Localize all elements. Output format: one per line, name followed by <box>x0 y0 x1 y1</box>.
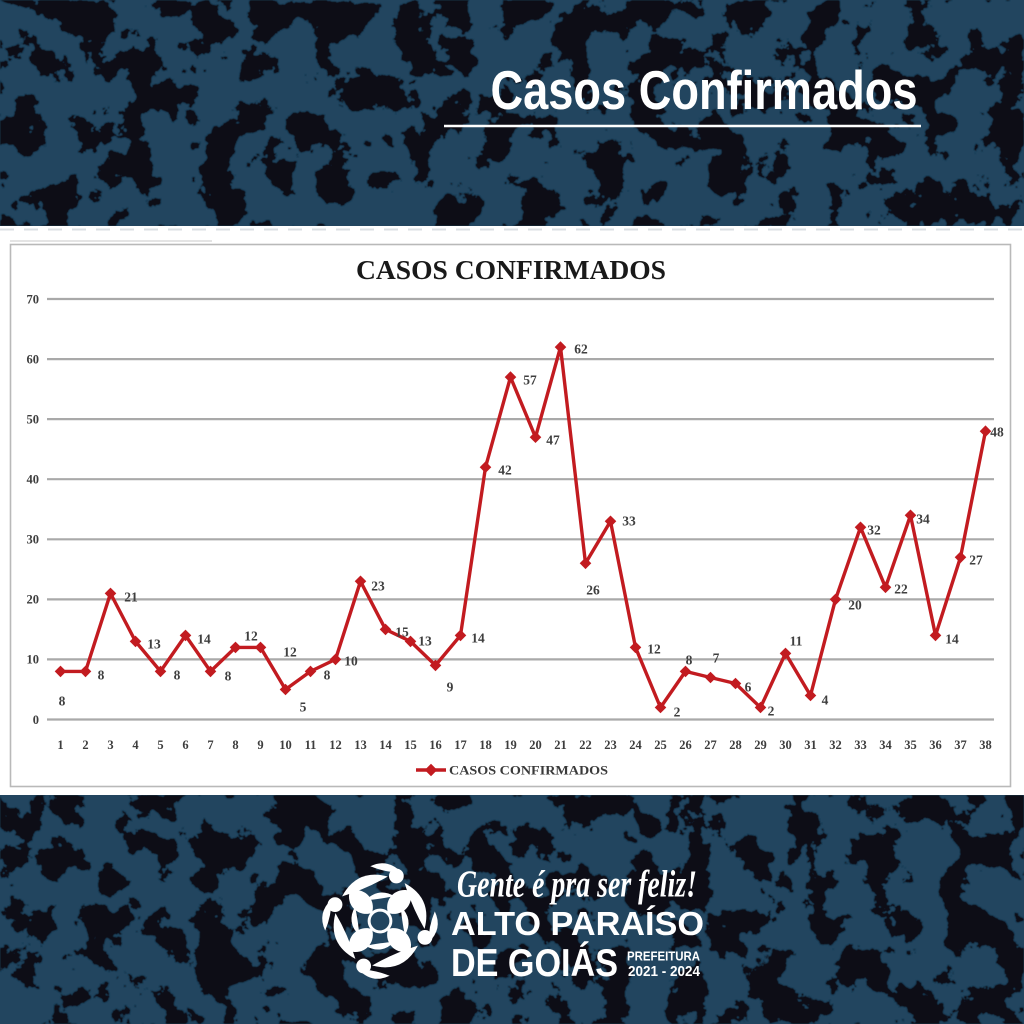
svg-text:21: 21 <box>554 738 567 752</box>
svg-text:33: 33 <box>622 514 636 529</box>
svg-text:11: 11 <box>305 738 317 752</box>
svg-text:Gente é pra ser feliz!: Gente é pra ser feliz! <box>457 864 697 906</box>
svg-text:6: 6 <box>182 738 188 752</box>
svg-text:4: 4 <box>132 738 139 752</box>
svg-text:9: 9 <box>447 680 454 695</box>
svg-text:5: 5 <box>300 700 307 715</box>
svg-text:34: 34 <box>916 512 930 527</box>
svg-text:30: 30 <box>27 533 40 547</box>
svg-text:7: 7 <box>207 738 213 752</box>
svg-text:70: 70 <box>27 292 40 306</box>
svg-text:26: 26 <box>586 583 600 598</box>
svg-text:14: 14 <box>471 631 485 646</box>
svg-text:ALTO PARAÍSO: ALTO PARAÍSO <box>451 905 704 942</box>
svg-text:27: 27 <box>704 738 717 752</box>
svg-text:48: 48 <box>990 425 1004 440</box>
svg-text:37: 37 <box>954 738 967 752</box>
svg-text:26: 26 <box>679 738 692 752</box>
svg-text:25: 25 <box>654 738 667 752</box>
svg-text:20: 20 <box>848 598 862 613</box>
svg-text:12: 12 <box>647 642 661 657</box>
svg-text:36: 36 <box>929 738 942 752</box>
svg-text:0: 0 <box>33 713 39 727</box>
svg-text:1: 1 <box>57 738 63 752</box>
svg-text:5: 5 <box>157 738 163 752</box>
svg-text:13: 13 <box>147 637 161 652</box>
svg-text:10: 10 <box>279 738 292 752</box>
svg-text:13: 13 <box>418 634 432 649</box>
svg-text:3: 3 <box>107 738 113 752</box>
svg-text:57: 57 <box>523 373 537 388</box>
svg-text:23: 23 <box>604 738 617 752</box>
svg-text:8: 8 <box>232 738 238 752</box>
svg-text:27: 27 <box>969 553 983 568</box>
svg-text:50: 50 <box>27 412 40 426</box>
svg-text:8: 8 <box>324 668 331 683</box>
svg-text:13: 13 <box>354 738 367 752</box>
svg-text:DE GOIÁS: DE GOIÁS <box>451 941 618 985</box>
svg-text:16: 16 <box>429 738 442 752</box>
svg-text:12: 12 <box>329 738 342 752</box>
svg-text:32: 32 <box>867 523 881 538</box>
svg-text:35: 35 <box>904 738 917 752</box>
svg-text:10: 10 <box>344 654 358 669</box>
svg-text:32: 32 <box>829 738 842 752</box>
svg-text:10: 10 <box>27 653 40 667</box>
svg-text:7: 7 <box>713 651 720 666</box>
svg-text:47: 47 <box>546 433 560 448</box>
svg-text:17: 17 <box>454 738 467 752</box>
svg-text:CASOS CONFIRMADOS: CASOS CONFIRMADOS <box>449 763 608 777</box>
svg-text:20: 20 <box>27 593 40 607</box>
svg-text:14: 14 <box>379 738 392 752</box>
svg-text:28: 28 <box>729 738 742 752</box>
svg-text:2: 2 <box>768 704 775 719</box>
svg-text:12: 12 <box>244 629 258 644</box>
svg-text:8: 8 <box>98 668 105 683</box>
svg-text:22: 22 <box>894 582 908 597</box>
svg-text:14: 14 <box>197 632 211 647</box>
svg-text:8: 8 <box>174 668 181 683</box>
svg-text:24: 24 <box>629 738 642 752</box>
svg-text:22: 22 <box>579 738 592 752</box>
svg-text:20: 20 <box>529 738 542 752</box>
svg-text:14: 14 <box>945 632 959 647</box>
svg-text:2: 2 <box>82 738 88 752</box>
svg-text:62: 62 <box>574 342 588 357</box>
svg-text:34: 34 <box>879 738 892 752</box>
svg-text:8: 8 <box>225 669 232 684</box>
svg-text:23: 23 <box>371 579 385 594</box>
svg-text:PREFEITURA: PREFEITURA <box>627 950 700 964</box>
svg-text:42: 42 <box>498 463 512 478</box>
svg-text:6: 6 <box>745 680 752 695</box>
svg-text:21: 21 <box>124 590 138 605</box>
svg-text:40: 40 <box>27 473 40 487</box>
svg-text:8: 8 <box>59 694 66 709</box>
svg-text:8: 8 <box>686 653 693 668</box>
svg-text:9: 9 <box>257 738 263 752</box>
svg-text:Casos Confirmados: Casos Confirmados <box>491 59 918 121</box>
svg-text:19: 19 <box>504 738 517 752</box>
svg-text:18: 18 <box>479 738 492 752</box>
svg-text:2021 - 2024: 2021 - 2024 <box>628 964 700 980</box>
svg-text:33: 33 <box>854 738 867 752</box>
svg-text:38: 38 <box>979 738 992 752</box>
svg-text:30: 30 <box>779 738 792 752</box>
svg-text:2: 2 <box>674 705 681 720</box>
svg-text:11: 11 <box>790 634 803 649</box>
svg-text:4: 4 <box>822 693 829 708</box>
svg-text:15: 15 <box>395 625 409 640</box>
svg-text:CASOS CONFIRMADOS: CASOS CONFIRMADOS <box>356 254 666 285</box>
svg-text:12: 12 <box>283 645 297 660</box>
svg-text:15: 15 <box>404 738 417 752</box>
svg-text:60: 60 <box>27 352 40 366</box>
svg-text:31: 31 <box>804 738 817 752</box>
svg-text:29: 29 <box>754 738 767 752</box>
